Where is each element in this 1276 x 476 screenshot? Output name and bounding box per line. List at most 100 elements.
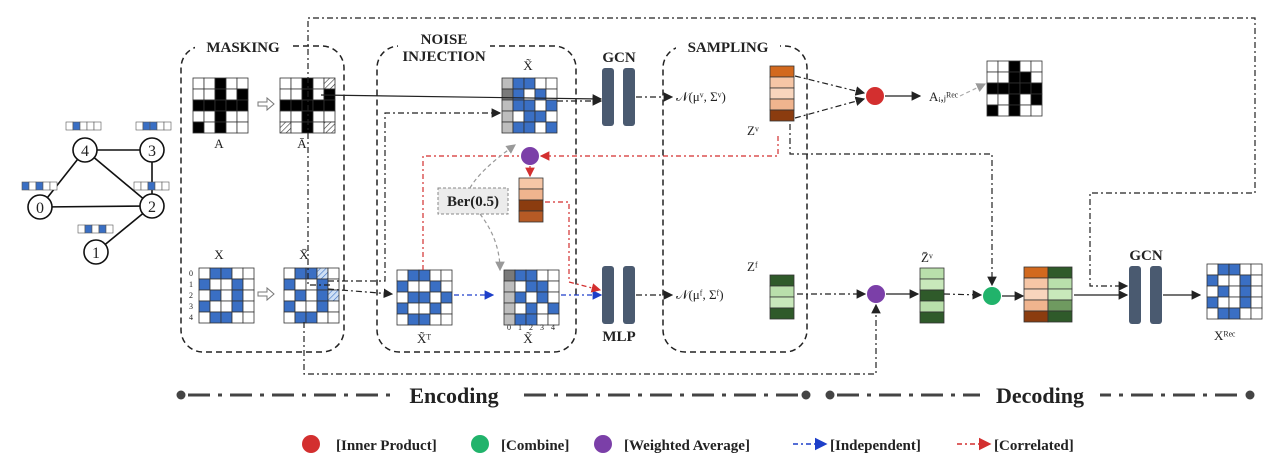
matrix-A-cell [236, 77, 249, 90]
matrix-X-tilde-T-cell [407, 291, 420, 304]
matrix-A-cell [225, 88, 238, 101]
matrix-X-cell [198, 311, 211, 324]
matrix-A-rec-cell [1019, 71, 1032, 84]
matrix-X-tilde-bottom-cell [536, 302, 549, 315]
matrix-A-bar-cell [279, 110, 292, 123]
masking-title: MASKING [206, 40, 280, 56]
node-feature-cell [91, 224, 100, 234]
matrix-X-rec-cell [1217, 307, 1230, 320]
matrix-X-bar-cell [283, 311, 296, 324]
embedding-Z-v-cell [769, 87, 795, 100]
matrix-X-tilde-top-cell [545, 121, 558, 134]
matrix-A-rec-cell [1030, 71, 1043, 84]
embedding-combined-right-cell [1047, 299, 1073, 312]
matrix-A-cell [203, 88, 216, 101]
embedding-Z-f-cell [769, 307, 795, 320]
row-index: 4 [189, 313, 193, 322]
a-rec-label: Aᵢ,ⱼᴿᵉᶜ [929, 89, 959, 104]
column-index: 4 [551, 323, 555, 332]
node-feature-cell [163, 121, 172, 131]
matrix-A-bar-cell [323, 99, 336, 112]
embedding-Z-v [769, 65, 795, 122]
matrix-X-tilde-top-cell [512, 110, 525, 123]
matrix-A-bar-cell [323, 77, 336, 90]
matrix-X-bar-cell [294, 300, 307, 313]
matrix-A-rec-cell [986, 82, 999, 95]
graph-node-0 [27, 194, 53, 220]
embedding-combined-left-cell [1023, 277, 1049, 290]
matrix-X-cell [209, 289, 222, 302]
matrix-X-cell [231, 311, 244, 324]
matrix-X-cell [209, 300, 222, 313]
matrix-X-tilde-top-cell [501, 121, 514, 134]
matrix-X-bar-cell [327, 267, 340, 280]
matrix-A-rec-cell [1030, 93, 1043, 106]
matrix-X-tilde-bottom-cell [503, 269, 516, 282]
matrix-A-cell [225, 99, 238, 112]
matrix-A-bar-cell [279, 99, 292, 112]
matrix-X-tilde-T-cell [440, 280, 453, 293]
matrix-X-tilde-bottom-cell [514, 302, 527, 315]
matrix-X-bar-cell [327, 311, 340, 324]
encoding-label: Encoding [409, 383, 498, 408]
embedding-Z-bar-v-cell [919, 278, 945, 291]
matrix-X-tilde-bottom-cell [525, 291, 538, 304]
embedding-Z-v-cell [769, 109, 795, 122]
matrix-A-rec-cell [1019, 60, 1032, 73]
matrix-X-tilde-T-cell [418, 291, 431, 304]
matrix-X-cell [231, 289, 244, 302]
matrix-X-tilde-T-cell [440, 291, 453, 304]
matrix-X-tilde-top-cell [501, 110, 514, 123]
weighted-average-node-bottom [867, 285, 885, 303]
matrix-A-rec-cell [1019, 82, 1032, 95]
matrix-A-rec-cell [986, 71, 999, 84]
weighted-average-node-top [521, 147, 539, 165]
matrix-X-tilde-T-cell [407, 302, 420, 315]
node-feature-cell [133, 181, 142, 191]
matrix-A-rec-cell [1019, 104, 1032, 117]
graph-node-3 [139, 137, 165, 163]
matrix-X-bar-cell [327, 300, 340, 313]
matrix-X-bar-cell [294, 267, 307, 280]
matrix-A-cell [203, 121, 216, 134]
matrix-X-tilde-T-cell [396, 280, 409, 293]
matrix-X-rec-cell [1206, 285, 1219, 298]
matrix-X-bar-cell [305, 289, 318, 302]
embedding-combined-right-cell [1047, 288, 1073, 301]
matrix-X-tilde-bottom-cell [547, 269, 560, 282]
matrix-X-cell [231, 267, 244, 280]
matrix-X-tilde-T-cell [440, 302, 453, 315]
embedding-Z-f-cell [769, 296, 795, 309]
node-feature-cell [161, 181, 170, 191]
matrix-A-bar-cell [312, 110, 325, 123]
embedding-weighted-cell [518, 188, 544, 201]
matrix-X-cell [220, 300, 233, 313]
matrix-X-rec-cell [1206, 263, 1219, 276]
matrix-A-bar-cell [279, 77, 292, 90]
matrix-X-rec-cell [1228, 307, 1241, 320]
matrix-X-bar-cell [316, 267, 329, 280]
label-X-tilde-bottom: X̃ [523, 331, 533, 346]
z-v-label: Zᵛ [747, 123, 759, 138]
matrix-X-tilde-top-cell [512, 99, 525, 112]
node-feature-cell [77, 224, 86, 234]
matrix-X-tilde-top-cell [523, 99, 536, 112]
matrix-X-tilde-T-cell [440, 313, 453, 326]
matrix-X-tilde-bottom-cell [503, 280, 516, 293]
matrix-X-tilde-bottom-cell [514, 269, 527, 282]
matrix-X-tilde-T-cell [396, 302, 409, 315]
graph-node-label-4: 4 [81, 143, 89, 160]
phase-bar [176, 380, 1255, 410]
matrix-X-rec-cell [1239, 285, 1252, 298]
column-index: 3 [540, 323, 544, 332]
matrix-X-cell [242, 278, 255, 291]
embedding-combined-left-cell [1023, 310, 1049, 323]
matrix-A-rec-cell [986, 60, 999, 73]
matrix-A-cell [236, 121, 249, 134]
matrix-X-cell [242, 311, 255, 324]
matrix-A-rec-cell [986, 104, 999, 117]
matrix-X-bar-cell [283, 300, 296, 313]
matrix-A-cell [214, 77, 227, 90]
matrix-A-bar [279, 77, 336, 134]
